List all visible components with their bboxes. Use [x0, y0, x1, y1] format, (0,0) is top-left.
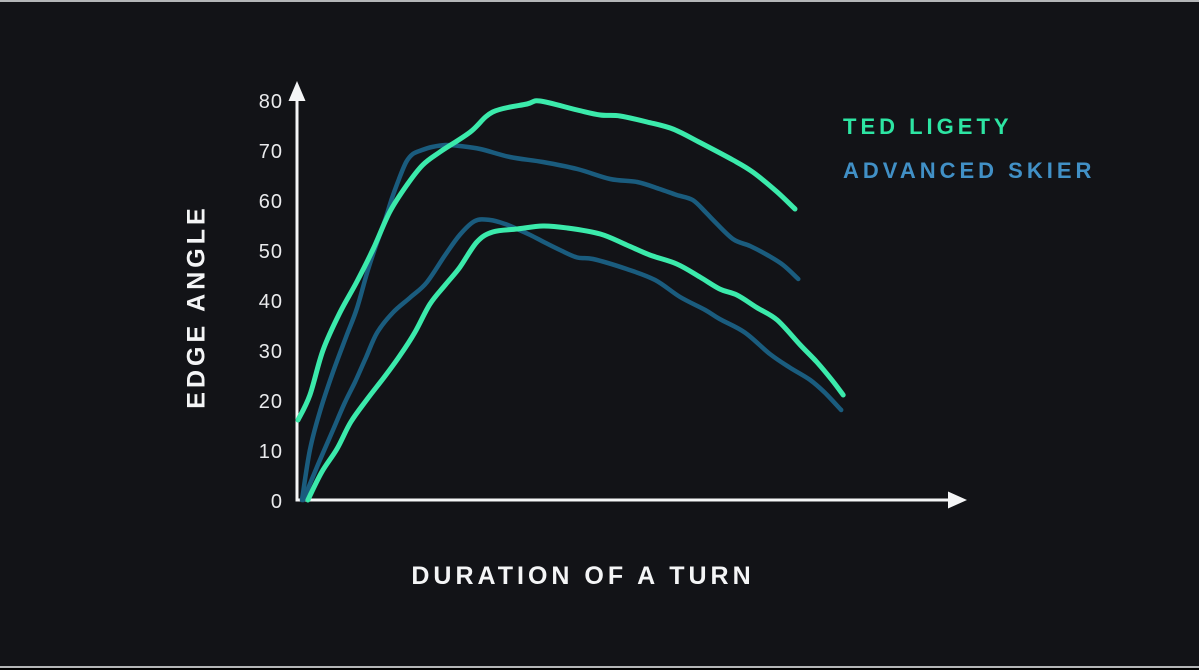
legend: TED LIGETY ADVANCED SKIER: [843, 114, 1095, 202]
y-tick-label-60: 60: [258, 191, 283, 213]
y-tick-label-0: 0: [270, 491, 283, 513]
curve-group: [295, 98, 846, 503]
y-tick-label-40: 40: [258, 291, 283, 313]
advanced-turn-1-line: [299, 142, 801, 503]
y-tick-label-10: 10: [258, 441, 283, 463]
x-axis-arrow-icon: [948, 491, 967, 509]
y-tick-label-80: 80: [258, 91, 283, 113]
y-axis-title: EDGE ANGLE: [182, 204, 211, 409]
y-tick-label-70: 70: [258, 141, 283, 163]
y-tick-label-50: 50: [258, 241, 283, 263]
y-tick-label-30: 30: [258, 341, 283, 363]
advanced-turn-2-line: [301, 217, 844, 503]
legend-item-advanced-skier: ADVANCED SKIER: [843, 158, 1096, 183]
legend-item-ted-ligety: TED LIGETY: [843, 114, 1013, 139]
x-axis-title: DURATION OF A TURN: [411, 562, 755, 590]
ted-turn-2-line: [305, 223, 846, 503]
ted-turn-1-line: [295, 98, 798, 423]
y-tick-label-20: 20: [258, 391, 283, 413]
y-axis-arrow-icon: [288, 81, 306, 101]
